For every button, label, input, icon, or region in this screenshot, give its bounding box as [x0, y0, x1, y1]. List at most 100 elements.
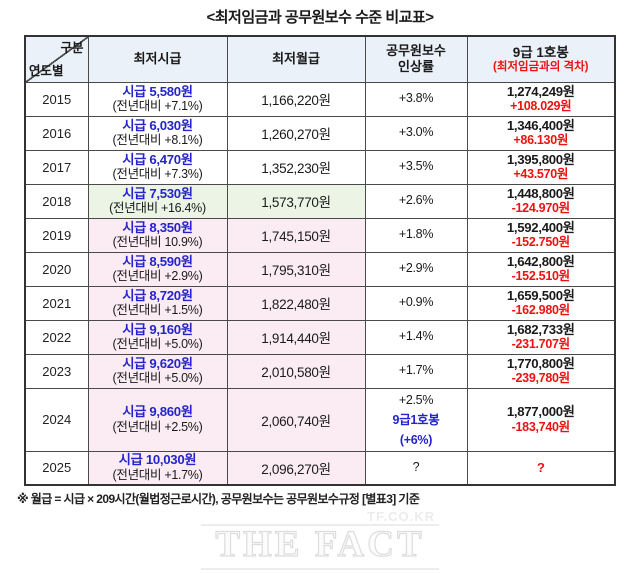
year-cell: 2020	[24, 251, 89, 287]
grade9-line: -152.510원	[511, 269, 570, 283]
hourly-line: 시급 5,580원	[122, 83, 193, 99]
hourly-wage-cell: 시급 8,720원 (전년대비 +1.5%)	[87, 285, 228, 321]
hourly-line: 시급 10,030원	[118, 452, 197, 468]
grade9-cell: 1,659,500원 -162.980원	[466, 285, 616, 321]
hourly-line: (전년대비 +8.1%)	[112, 133, 203, 147]
table-row: 2024 시급 9,860원 (전년대비 +2.5%) 2,060,740원 +2.5%…	[24, 387, 616, 452]
table-row: 2018 시급 7,530원 (전년대비 +16.4%) 1,573,770원 +2.6…	[24, 183, 616, 219]
grade9-cell: ?	[466, 450, 616, 486]
table-row: 2022 시급 9,160원 (전년대비 +5.0%) 1,914,440원 +1.4%…	[24, 319, 616, 355]
grade9-cell: 1,642,800원 -152.510원	[466, 251, 616, 287]
watermark-url: TF.CO.KR	[367, 509, 435, 524]
raise-rate-cell: +3.5%	[364, 149, 468, 185]
raise-rate-cell: +2.6%	[364, 183, 468, 219]
table-row: 2019 시급 8,350원 (전년대비 10.9%) 1,745,150원 +1.8%…	[24, 217, 616, 253]
hourly-line: 시급 9,620원	[122, 355, 193, 371]
watermark-logo: THE FACT	[201, 524, 439, 570]
hourly-line: (전년대비 +1.7%)	[112, 467, 203, 482]
year-cell: 2022	[24, 319, 89, 355]
grade9-line: -239,780원	[511, 371, 570, 385]
header-raise-rate-line2: 인상률	[398, 59, 434, 75]
monthly-wage-cell: 1,166,220원	[226, 81, 366, 117]
grade9-line: -152.750원	[511, 235, 570, 249]
hourly-wage-cell: 시급 9,620원 (전년대비 +5.0%)	[87, 353, 228, 389]
header-grade9-sub: (최저임금과의 격차)	[493, 61, 589, 74]
hourly-wage-cell: 시급 8,350원 (전년대비 10.9%)	[87, 217, 228, 253]
header-raise-rate: 공무원보수 인상률	[364, 35, 468, 83]
rate-line: +1.4%	[398, 329, 434, 344]
raise-rate-cell: +1.8%	[364, 217, 468, 253]
grade9-cell: 1,346,400원 +86.130원	[466, 115, 616, 151]
hourly-wage-cell: 시급 8,590원 (전년대비 +2.9%)	[87, 251, 228, 287]
hourly-wage-cell: 시급 6,470원 (전년대비 +7.3%)	[87, 149, 228, 185]
grade9-line: -231.707원	[511, 337, 570, 351]
year-cell: 2023	[24, 353, 89, 389]
grade9-line: -162.980원	[511, 303, 570, 317]
hourly-line: 시급 8,590원	[122, 253, 193, 269]
grade9-cell: 1,770,800원 -239,780원	[466, 353, 616, 389]
year-cell: 2015	[24, 81, 89, 117]
table-row: 2021 시급 8,720원 (전년대비 +1.5%) 1,822,480원 +0.9%…	[24, 285, 616, 321]
rate-line: +3.5%	[398, 159, 434, 174]
raise-rate-cell: +1.4%	[364, 319, 468, 355]
hourly-line: (전년대비 +5.0%)	[112, 337, 203, 351]
grade9-line: 1,346,400원	[506, 117, 575, 133]
year-cell: 2016	[24, 115, 89, 151]
rate-line: +2.5%	[398, 392, 434, 407]
hourly-line: 시급 9,160원	[122, 321, 193, 337]
rate-line: +1.7%	[398, 363, 434, 378]
hourly-wage-cell: 시급 6,030원 (전년대비 +8.1%)	[87, 115, 228, 151]
monthly-wage-cell: 2,060,740원	[226, 387, 366, 452]
raise-rate-cell: +1.7%	[364, 353, 468, 389]
grade9-line: 1,682,733원	[506, 321, 575, 337]
header-raise-rate-line1: 공무원보수	[386, 43, 446, 59]
rate-line: +2.6%	[398, 193, 434, 208]
grade9-cell: 1,395,800원 +43.570원	[466, 149, 616, 185]
rate-line: +2.9%	[398, 261, 434, 276]
grade9-cell: 1,274,249원 +108.029원	[466, 81, 616, 117]
table-row: 2025 시급 10,030원 (전년대비 +1.7%) 2,096,270원??	[24, 450, 616, 486]
header-hourly-wage: 최저시급	[87, 35, 228, 83]
rate-line: +0.9%	[398, 295, 434, 310]
hourly-wage-cell: 시급 9,860원 (전년대비 +2.5%)	[87, 387, 228, 452]
hourly-line: 시급 6,030원	[122, 117, 193, 133]
monthly-wage-cell: 1,822,480원	[226, 285, 366, 321]
hourly-line: (전년대비 +2.9%)	[112, 269, 203, 283]
hourly-line: 시급 8,350원	[122, 219, 193, 235]
grade9-line: 1,592,400원	[506, 219, 575, 235]
hourly-line: (전년대비 +2.5%)	[112, 419, 203, 434]
raise-rate-cell: +0.9%	[364, 285, 468, 321]
year-cell: 2019	[24, 217, 89, 253]
grade9-line: -183,740원	[511, 419, 570, 434]
comparison-table: 구분 연도별 최저시급 최저월급 공무원보수 인상률 9급 1호봉 (최저임금과…	[24, 35, 616, 486]
monthly-wage-cell: 2,010,580원	[226, 353, 366, 389]
grade9-cell: 1,448,800원 -124.970원	[466, 183, 616, 219]
watermark-inner: TF.CO.KR THE FACT	[201, 509, 439, 570]
monthly-wage-cell: 1,745,150원	[226, 217, 366, 253]
hourly-line: (전년대비 +7.3%)	[112, 167, 203, 181]
rate-line: (+6%)	[399, 432, 433, 447]
year-cell: 2018	[24, 183, 89, 219]
page-title: <최저임금과 공무원보수 수준 비교표>	[206, 9, 434, 26]
grade9-cell: 1,682,733원 -231.707원	[466, 319, 616, 355]
grade9-line: +86.130원	[513, 133, 569, 147]
rate-line: +3.0%	[398, 125, 434, 140]
grade9-cell: 1,592,400원 -152.750원	[466, 217, 616, 253]
grade9-line: 1,770,800원	[506, 355, 575, 371]
grade9-cell: 1,877,000원 -183,740원	[466, 387, 616, 452]
raise-rate-cell: +2.5% 9급1호봉 (+6%)	[364, 387, 468, 452]
grade9-line: 1,659,500원	[506, 287, 575, 303]
monthly-wage-cell: 1,573,770원	[226, 183, 366, 219]
grade9-line: 1,274,249원	[506, 83, 575, 99]
monthly-wage-cell: 1,260,270원	[226, 115, 366, 151]
footnote: ※ 월급 = 시급 × 209시간(월법정근로시간), 공무원보수는 공무원보수…	[17, 492, 420, 506]
grade9-line: +108.029원	[510, 99, 572, 113]
watermark: TF.CO.KR THE FACT	[0, 509, 640, 570]
hourly-line: (전년대비 +7.1%)	[112, 99, 203, 113]
year-cell: 2021	[24, 285, 89, 321]
grade9-line: 1,642,800원	[506, 253, 575, 269]
monthly-wage-cell: 1,914,440원	[226, 319, 366, 355]
hourly-line: (전년대비 +16.4%)	[109, 201, 206, 215]
grade9-line: ?	[536, 460, 545, 475]
monthly-wage-cell: 2,096,270원	[226, 450, 366, 486]
